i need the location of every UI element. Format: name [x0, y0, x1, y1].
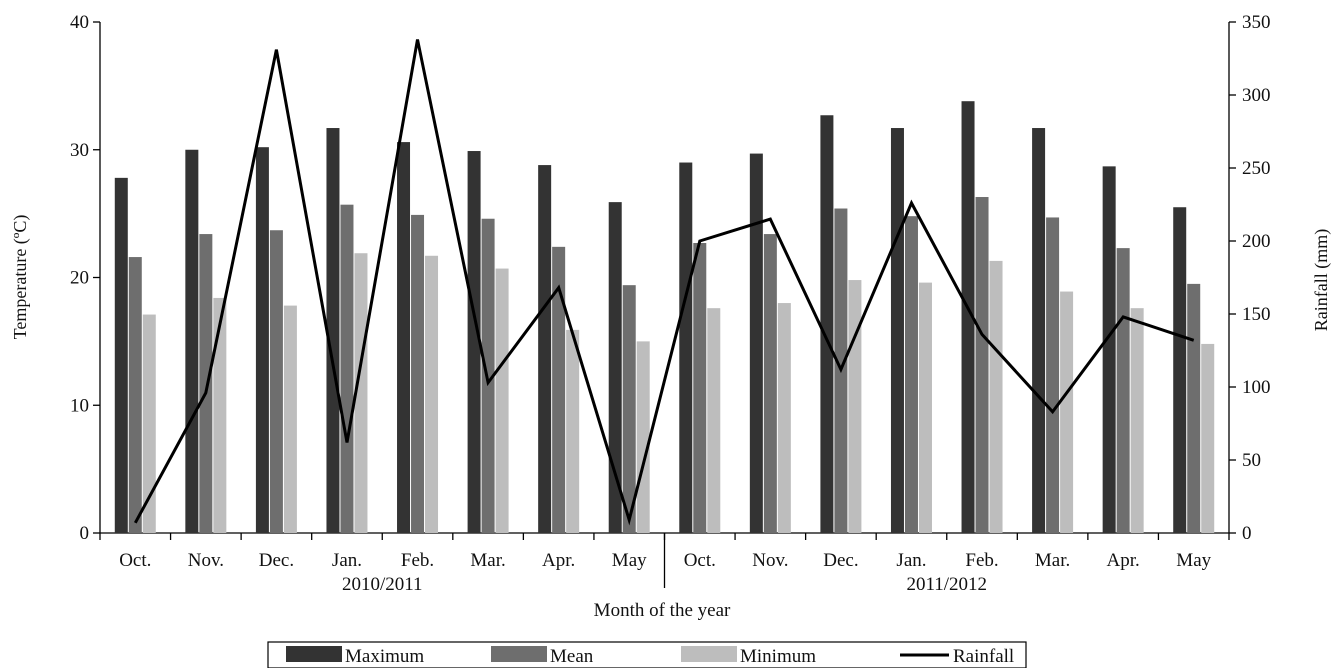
bar-maximum — [749, 153, 763, 533]
bar-maximum — [185, 149, 199, 533]
y-tick-label-right: 350 — [1242, 12, 1271, 33]
bar-minimum — [1060, 291, 1074, 533]
y-tick-label-right: 150 — [1242, 304, 1271, 325]
bar-mean — [1116, 248, 1130, 533]
bar-minimum — [283, 305, 297, 533]
bar-mean — [340, 204, 354, 533]
y-tick-label-left: 30 — [70, 140, 89, 161]
group-label: 2010/2011 — [342, 574, 423, 595]
y-tick-label-right: 50 — [1242, 450, 1261, 471]
bar-maximum — [679, 162, 693, 533]
x-tick-label: May — [1176, 550, 1211, 571]
legend-swatch-maximum — [286, 646, 342, 662]
x-tick-label: Nov. — [752, 550, 788, 571]
bar-minimum — [213, 297, 227, 533]
rainfall-line — [133, 39, 1195, 526]
bar-mean — [1187, 283, 1201, 533]
bar-mean — [128, 257, 142, 533]
bar-minimum — [425, 255, 439, 533]
bar-maximum — [114, 177, 128, 534]
bar-maximum — [467, 151, 481, 533]
bar-mean — [411, 214, 425, 533]
bar-mean — [904, 216, 918, 533]
x-tick-label: Apr. — [1107, 550, 1140, 571]
bar-maximum — [538, 165, 552, 533]
bar-mean — [269, 230, 283, 534]
y-tick-label-left: 0 — [80, 523, 90, 544]
bar-mean — [975, 197, 989, 533]
bar-minimum — [1201, 343, 1215, 533]
bar-minimum — [1130, 308, 1144, 533]
bar-mean — [1046, 217, 1060, 533]
bar-minimum — [566, 329, 580, 533]
bar-minimum — [918, 282, 932, 533]
bar-minimum — [989, 260, 1003, 533]
legend-label-maximum: Maximum — [345, 646, 424, 667]
x-tick-label: Apr. — [542, 550, 575, 571]
axis-text: Month of the year Temperature (ºC) Rainf… — [10, 12, 1332, 621]
y-tick-label-right: 250 — [1242, 158, 1271, 179]
x-tick-label: Nov. — [188, 550, 224, 571]
bar-minimum — [777, 303, 791, 533]
x-tick-label: Jan. — [332, 550, 362, 571]
bar-minimum — [142, 314, 156, 533]
bar-maximum — [1102, 166, 1116, 534]
bar-minimum — [636, 341, 650, 533]
x-tick-label: Feb. — [401, 550, 434, 571]
bar-mean — [199, 234, 213, 533]
bar-maximum — [890, 128, 904, 533]
bar-mean — [622, 285, 636, 533]
bar-minimum — [707, 308, 721, 533]
bars — [114, 101, 1215, 534]
bar-mean — [552, 246, 566, 533]
bar-mean — [763, 234, 777, 533]
bar-maximum — [1032, 128, 1046, 533]
legend-label-rainfall: Rainfall — [953, 646, 1014, 667]
x-tick-label: Oct. — [119, 550, 151, 571]
y-tick-label-left: 20 — [70, 268, 89, 289]
y-tick-label-left: 40 — [70, 12, 89, 33]
group-label: 2011/2012 — [906, 574, 987, 595]
bar-minimum — [354, 253, 368, 534]
y-axis-title-left: Temperature (ºC) — [10, 215, 31, 340]
y-tick-label-right: 200 — [1242, 231, 1271, 252]
bar-minimum — [848, 280, 862, 533]
rainfall-line-layer — [133, 39, 1195, 526]
bar-maximum — [961, 101, 975, 533]
bar-minimum — [495, 268, 509, 533]
bar-mean — [693, 243, 707, 533]
legend: Maximum Mean Minimum Rainfall — [267, 641, 1027, 668]
x-tick-label: Mar. — [470, 550, 505, 571]
bar-maximum — [1173, 207, 1187, 534]
x-axis-title: Month of the year — [594, 600, 731, 621]
legend-label-minimum: Minimum — [740, 646, 816, 667]
bar-maximum — [255, 147, 269, 533]
legend-label-mean: Mean — [550, 646, 594, 667]
y-tick-label-left: 10 — [70, 395, 89, 416]
x-tick-label: Jan. — [896, 550, 926, 571]
bar-maximum — [397, 142, 411, 533]
y-tick-label-right: 100 — [1242, 377, 1271, 398]
legend-swatch-mean — [491, 646, 547, 662]
bar-maximum — [820, 115, 834, 533]
x-tick-label: Feb. — [965, 550, 998, 571]
legend-swatch-minimum — [681, 646, 737, 662]
x-tick-label: Oct. — [684, 550, 716, 571]
x-tick-label: May — [612, 550, 647, 571]
bar-maximum — [608, 202, 622, 533]
y-tick-label-right: 0 — [1242, 523, 1252, 544]
y-axis-title-right: Rainfall (mm) — [1311, 229, 1332, 331]
legend-frame — [267, 641, 1027, 668]
y-tick-label-right: 300 — [1242, 85, 1271, 106]
x-tick-label: Dec. — [823, 550, 858, 571]
x-tick-label: Dec. — [259, 550, 294, 571]
x-tick-label: Mar. — [1035, 550, 1070, 571]
bar-maximum — [326, 128, 340, 533]
